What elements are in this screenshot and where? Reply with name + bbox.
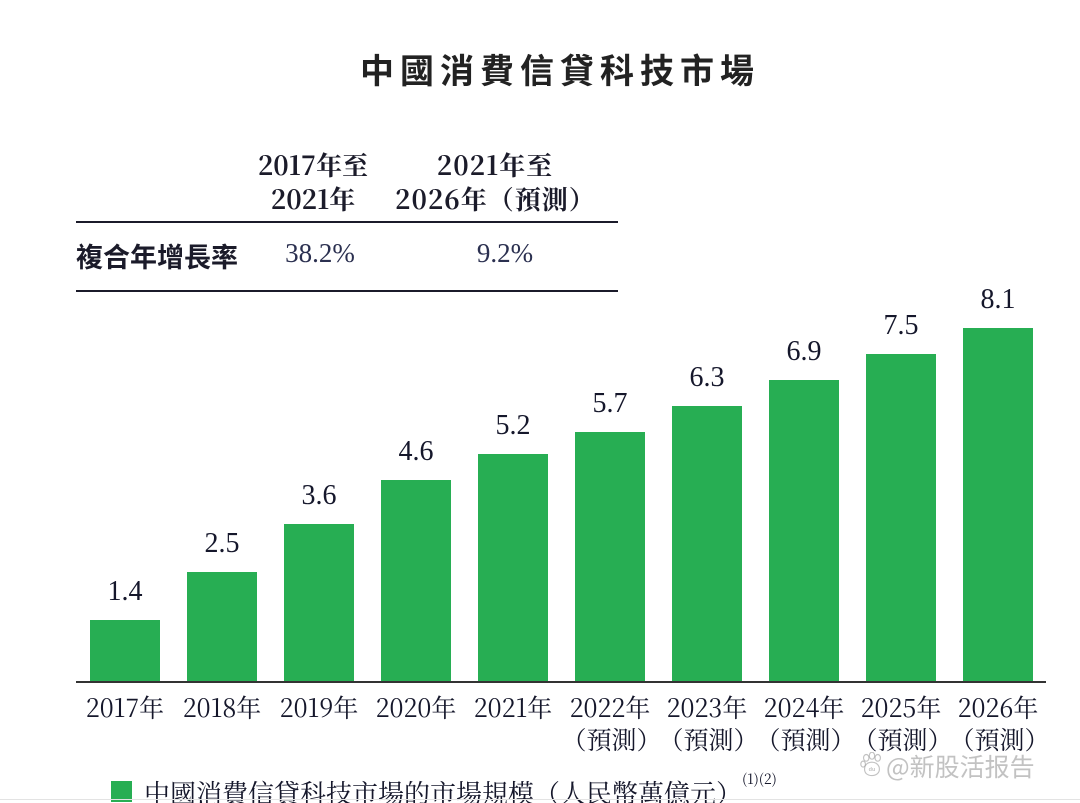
svg-text:du: du xyxy=(869,767,876,773)
